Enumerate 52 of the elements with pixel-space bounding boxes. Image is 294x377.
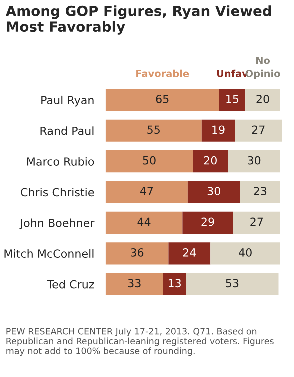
data-label: 24 [183, 248, 196, 257]
bar [202, 120, 236, 142]
y-tick-label: John Boehner [20, 218, 95, 230]
bar [106, 273, 164, 296]
bar [106, 181, 188, 204]
data-label: 29 [202, 218, 214, 226]
bar [106, 212, 183, 234]
bar [168, 242, 211, 265]
bar [219, 89, 246, 112]
series-label: Favorable [136, 70, 190, 78]
bar [240, 181, 280, 204]
bar [188, 181, 240, 204]
data-label: 27 [250, 218, 264, 226]
data-label: 50 [143, 156, 156, 165]
bar [233, 212, 280, 234]
data-label: 53 [226, 279, 239, 288]
data-label: 36 [131, 248, 144, 257]
chart-title: Among GOP Figures, Ryan Viewed Most Favorably [6, 6, 272, 35]
y-tick-label: Marco Rubio [27, 157, 94, 166]
data-label: 44 [138, 218, 151, 226]
data-label: 33 [128, 279, 141, 288]
data-label: 40 [239, 248, 252, 257]
bar [193, 150, 228, 173]
bar [106, 242, 169, 265]
data-label: 55 [148, 126, 160, 134]
bar [210, 242, 280, 265]
bar [186, 273, 279, 296]
y-tick-label: Chris Christie [21, 188, 94, 197]
y-tick-label: Paul Ryan [42, 96, 94, 107]
data-label: 65 [156, 94, 169, 104]
bar [246, 89, 280, 112]
text: PEW RESEARCH CENTER July 17-21, 2013. Q71. Based on Republican and Republican-leaning registered voters. Figures may not add to 100% because of rounding. [6, 328, 274, 356]
bar [106, 89, 220, 112]
bar [106, 120, 202, 142]
data-label: 13 [168, 279, 182, 288]
y-tick-label: Mitch McConnell [4, 249, 94, 258]
data-label: 20 [256, 94, 270, 104]
data-label: 23 [254, 187, 267, 196]
data-label: 30 [208, 187, 220, 196]
data-label: 30 [248, 156, 261, 165]
data-label: 20 [204, 156, 217, 165]
bar [182, 212, 234, 234]
bar [228, 150, 280, 173]
bar [235, 120, 282, 142]
data-label: 19 [212, 126, 225, 134]
data-label: 47 [140, 187, 154, 196]
y-tick-label: Rand Paul [40, 126, 94, 136]
y-tick-label: Ted Cruz [47, 280, 94, 289]
bar [163, 273, 186, 296]
bar [106, 150, 194, 173]
data-label: 15 [226, 95, 239, 104]
data-label: 27 [252, 126, 265, 134]
